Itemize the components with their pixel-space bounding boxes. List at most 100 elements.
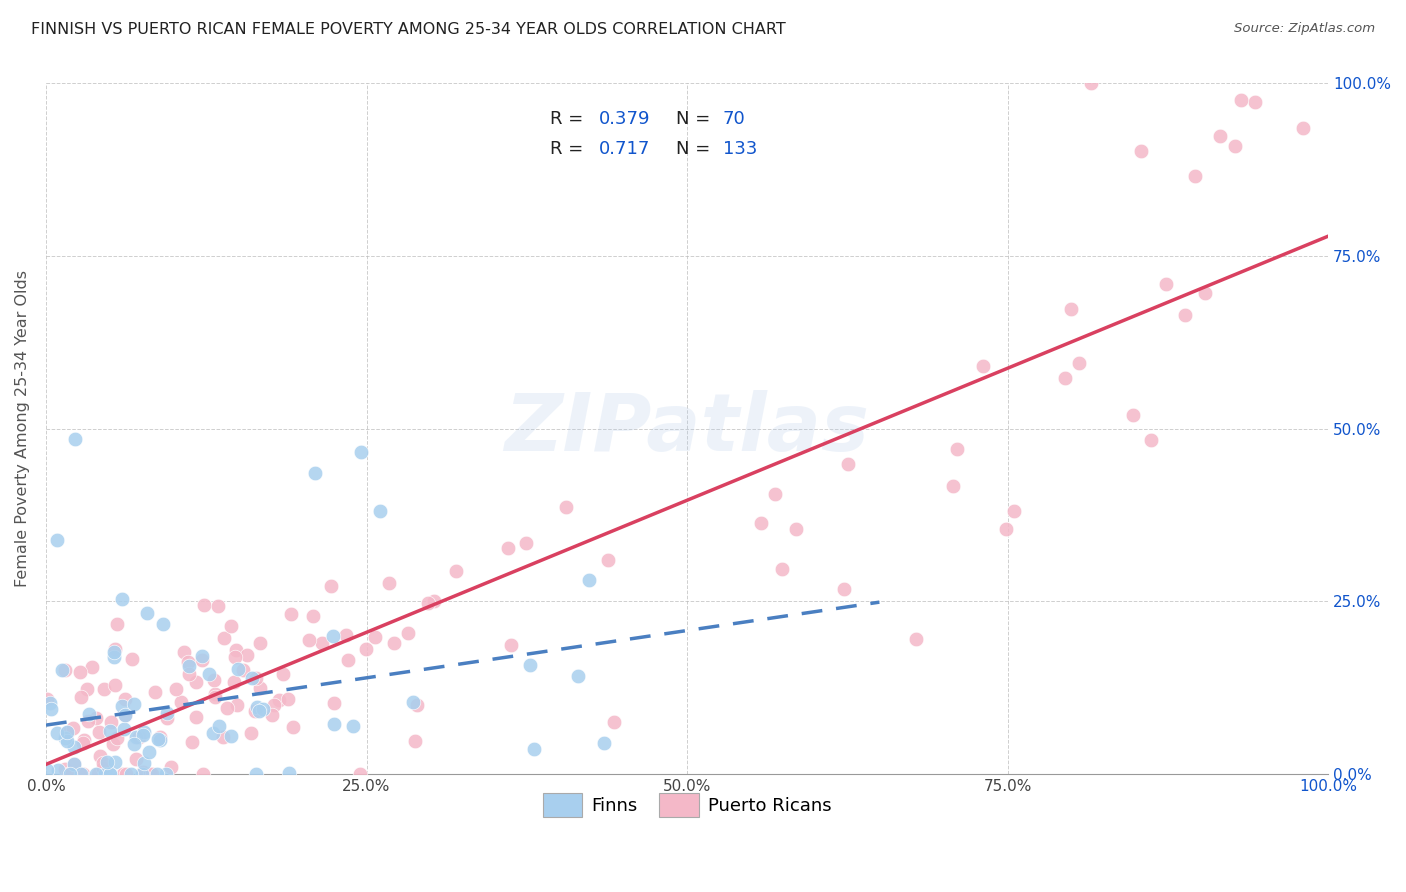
Point (156, 711, 179, 725)
Point (1080, 77, 1102, 91)
Point (87, 767, 110, 781)
Point (942, 479, 965, 493)
Point (832, 582, 855, 597)
Point (152, 617, 174, 632)
Point (134, 756, 156, 771)
Point (63, 757, 86, 772)
Point (350, 445, 373, 459)
Point (249, 704, 271, 718)
Point (104, 755, 127, 769)
Point (76, 682, 98, 697)
Point (132, 728, 155, 742)
Point (94, 767, 117, 781)
Point (406, 698, 429, 713)
Point (70, 767, 93, 781)
Point (596, 553, 619, 567)
Point (46, 533, 69, 547)
Text: 70: 70 (723, 111, 745, 128)
Point (763, 487, 786, 501)
Point (186, 674, 208, 689)
Point (91, 756, 114, 770)
Point (56, 767, 79, 781)
Point (235, 648, 257, 662)
Point (136, 607, 159, 621)
Point (111, 767, 134, 781)
Point (100, 724, 122, 739)
Point (138, 767, 160, 781)
Point (402, 695, 425, 709)
Point (245, 671, 267, 685)
Point (107, 731, 129, 746)
Point (45, 726, 67, 740)
Point (219, 619, 242, 633)
Point (70, 767, 93, 781)
Point (114, 708, 136, 723)
Point (128, 730, 150, 744)
Point (59, 767, 82, 781)
Legend: Finns, Puerto Ricans: Finns, Puerto Ricans (536, 786, 839, 824)
Point (1184, 169, 1206, 183)
Point (523, 742, 546, 756)
Point (245, 767, 267, 781)
Point (149, 732, 172, 747)
Point (177, 658, 200, 673)
Point (515, 536, 537, 550)
Point (222, 675, 245, 690)
Point (396, 626, 419, 640)
Point (177, 667, 200, 681)
Point (416, 596, 439, 610)
Point (124, 737, 146, 751)
Point (35, 692, 58, 706)
Point (240, 671, 263, 685)
Point (1154, 277, 1177, 292)
Point (86, 711, 108, 725)
Point (335, 628, 357, 642)
Point (131, 767, 153, 781)
Point (212, 632, 235, 646)
Point (567, 669, 589, 683)
Point (149, 731, 172, 745)
Point (267, 693, 290, 707)
Point (146, 731, 169, 746)
Point (89, 724, 111, 739)
Point (283, 720, 305, 734)
Point (115, 767, 138, 781)
Point (191, 767, 214, 781)
Point (519, 657, 541, 672)
Point (72, 767, 94, 781)
Point (946, 442, 969, 456)
Point (145, 685, 167, 699)
Point (297, 633, 319, 648)
Text: R =: R = (550, 111, 589, 128)
Point (186, 709, 208, 723)
Point (51, 663, 73, 677)
Text: N =: N = (675, 140, 716, 158)
Point (1243, 95, 1265, 109)
Point (554, 500, 576, 514)
Point (56, 724, 79, 739)
Point (219, 730, 242, 744)
Point (173, 645, 195, 659)
Point (246, 700, 269, 714)
Point (972, 359, 994, 373)
Point (146, 767, 169, 781)
Point (82, 660, 104, 674)
Point (1054, 371, 1077, 385)
Point (121, 652, 143, 666)
Point (322, 629, 344, 643)
Point (770, 562, 793, 576)
Point (70, 690, 93, 704)
Point (193, 598, 215, 612)
Point (53, 663, 76, 677)
Point (311, 636, 333, 650)
Point (104, 641, 127, 656)
Point (56, 726, 79, 740)
Point (905, 632, 928, 647)
Point (342, 718, 364, 732)
Point (1225, 139, 1247, 153)
Point (302, 608, 325, 623)
Point (63, 756, 86, 771)
Point (226, 698, 249, 713)
Point (73, 733, 96, 747)
Point (63, 432, 86, 446)
